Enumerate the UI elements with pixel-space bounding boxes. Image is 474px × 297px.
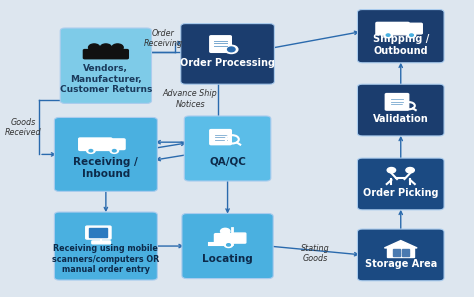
Text: Locating: Locating — [202, 254, 253, 264]
FancyBboxPatch shape — [83, 50, 128, 59]
FancyBboxPatch shape — [401, 249, 409, 253]
Text: Validation: Validation — [373, 114, 428, 124]
Text: Vendors,
Manufacturer,
Customer Returns: Vendors, Manufacturer, Customer Returns — [60, 64, 152, 94]
FancyBboxPatch shape — [405, 23, 422, 34]
Text: Shipping /
Outbound: Shipping / Outbound — [373, 34, 429, 56]
FancyBboxPatch shape — [79, 138, 112, 150]
FancyBboxPatch shape — [86, 226, 111, 239]
FancyBboxPatch shape — [357, 229, 444, 281]
Circle shape — [87, 148, 95, 153]
Text: Stating
Goods: Stating Goods — [301, 244, 330, 263]
FancyBboxPatch shape — [385, 94, 409, 110]
Text: Receiving /
Inbound: Receiving / Inbound — [73, 157, 138, 178]
Circle shape — [227, 244, 230, 246]
FancyBboxPatch shape — [90, 228, 107, 237]
Circle shape — [387, 168, 396, 173]
Circle shape — [228, 47, 235, 52]
FancyBboxPatch shape — [357, 158, 444, 210]
FancyBboxPatch shape — [92, 241, 110, 244]
Polygon shape — [384, 241, 417, 248]
FancyBboxPatch shape — [393, 249, 400, 253]
Text: Order Picking: Order Picking — [363, 188, 438, 198]
FancyBboxPatch shape — [210, 129, 231, 145]
Text: Advance Ship
Notices: Advance Ship Notices — [163, 89, 218, 109]
Text: Receiving using mobile
scanners/computers OR
manual order entry: Receiving using mobile scanners/computer… — [52, 244, 159, 274]
Circle shape — [220, 228, 230, 234]
Circle shape — [224, 242, 233, 247]
Text: QA/QC: QA/QC — [209, 157, 246, 167]
FancyBboxPatch shape — [357, 10, 444, 63]
Text: Order Processing: Order Processing — [180, 58, 275, 68]
Circle shape — [112, 44, 123, 51]
FancyBboxPatch shape — [181, 23, 274, 84]
Circle shape — [384, 32, 392, 38]
Circle shape — [89, 149, 93, 152]
FancyBboxPatch shape — [108, 139, 125, 149]
FancyBboxPatch shape — [401, 253, 409, 256]
Text: Goods
Received: Goods Received — [4, 118, 41, 137]
FancyBboxPatch shape — [387, 247, 414, 257]
Circle shape — [110, 148, 118, 153]
Circle shape — [407, 32, 416, 38]
FancyBboxPatch shape — [357, 84, 444, 136]
FancyBboxPatch shape — [60, 28, 152, 103]
Circle shape — [225, 45, 238, 53]
FancyBboxPatch shape — [184, 116, 271, 181]
Circle shape — [386, 34, 390, 36]
Circle shape — [89, 44, 100, 51]
Circle shape — [112, 149, 116, 152]
FancyBboxPatch shape — [214, 234, 235, 243]
Circle shape — [406, 168, 414, 173]
Circle shape — [100, 44, 111, 51]
Circle shape — [410, 34, 413, 36]
FancyBboxPatch shape — [376, 22, 409, 35]
FancyBboxPatch shape — [55, 212, 157, 280]
FancyBboxPatch shape — [234, 233, 246, 243]
FancyBboxPatch shape — [210, 36, 231, 52]
Text: Order
Receiving: Order Receiving — [144, 29, 183, 48]
FancyBboxPatch shape — [393, 253, 400, 256]
FancyBboxPatch shape — [182, 214, 273, 279]
FancyBboxPatch shape — [55, 117, 157, 191]
Text: Storage Area: Storage Area — [365, 259, 437, 269]
